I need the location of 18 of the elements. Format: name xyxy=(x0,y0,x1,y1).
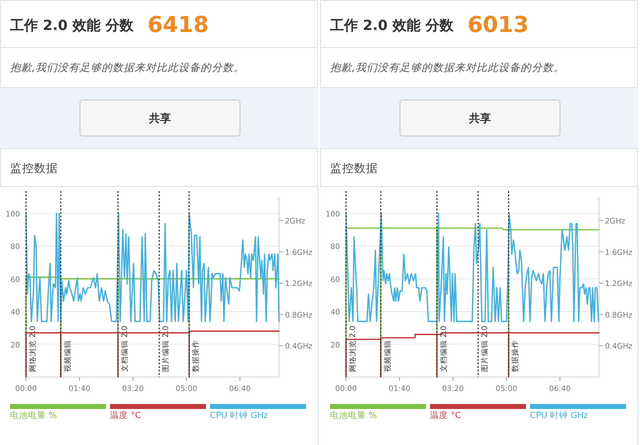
text: 6013 xyxy=(467,13,529,38)
text: 抱歉,我们没有足够的数据来对比此设备的分数。 xyxy=(330,62,564,74)
text: 监控数据 xyxy=(330,161,378,175)
line-series xyxy=(25,212,280,322)
text: 温度 °C xyxy=(110,410,141,421)
chart-title: 工作 2.0 效能 分数 xyxy=(9,18,134,34)
text: 监控数据 xyxy=(10,161,58,175)
text: 电池电量 % xyxy=(330,410,377,421)
text: 抱歉,我们没有足够的数据来对比此设备的分数。 xyxy=(10,62,244,74)
chart-title: 工作 2.0 效能 分数 xyxy=(329,18,454,34)
line-series xyxy=(345,212,600,322)
text: CPU 时钟 GHz xyxy=(210,410,269,421)
text: 共享 xyxy=(148,112,171,125)
text: 温度 °C xyxy=(430,410,461,421)
text: CPU 时钟 GHz xyxy=(530,410,589,421)
text: 电池电量 % xyxy=(10,410,57,421)
text: 6418 xyxy=(147,13,209,38)
text: 共享 xyxy=(468,112,491,125)
